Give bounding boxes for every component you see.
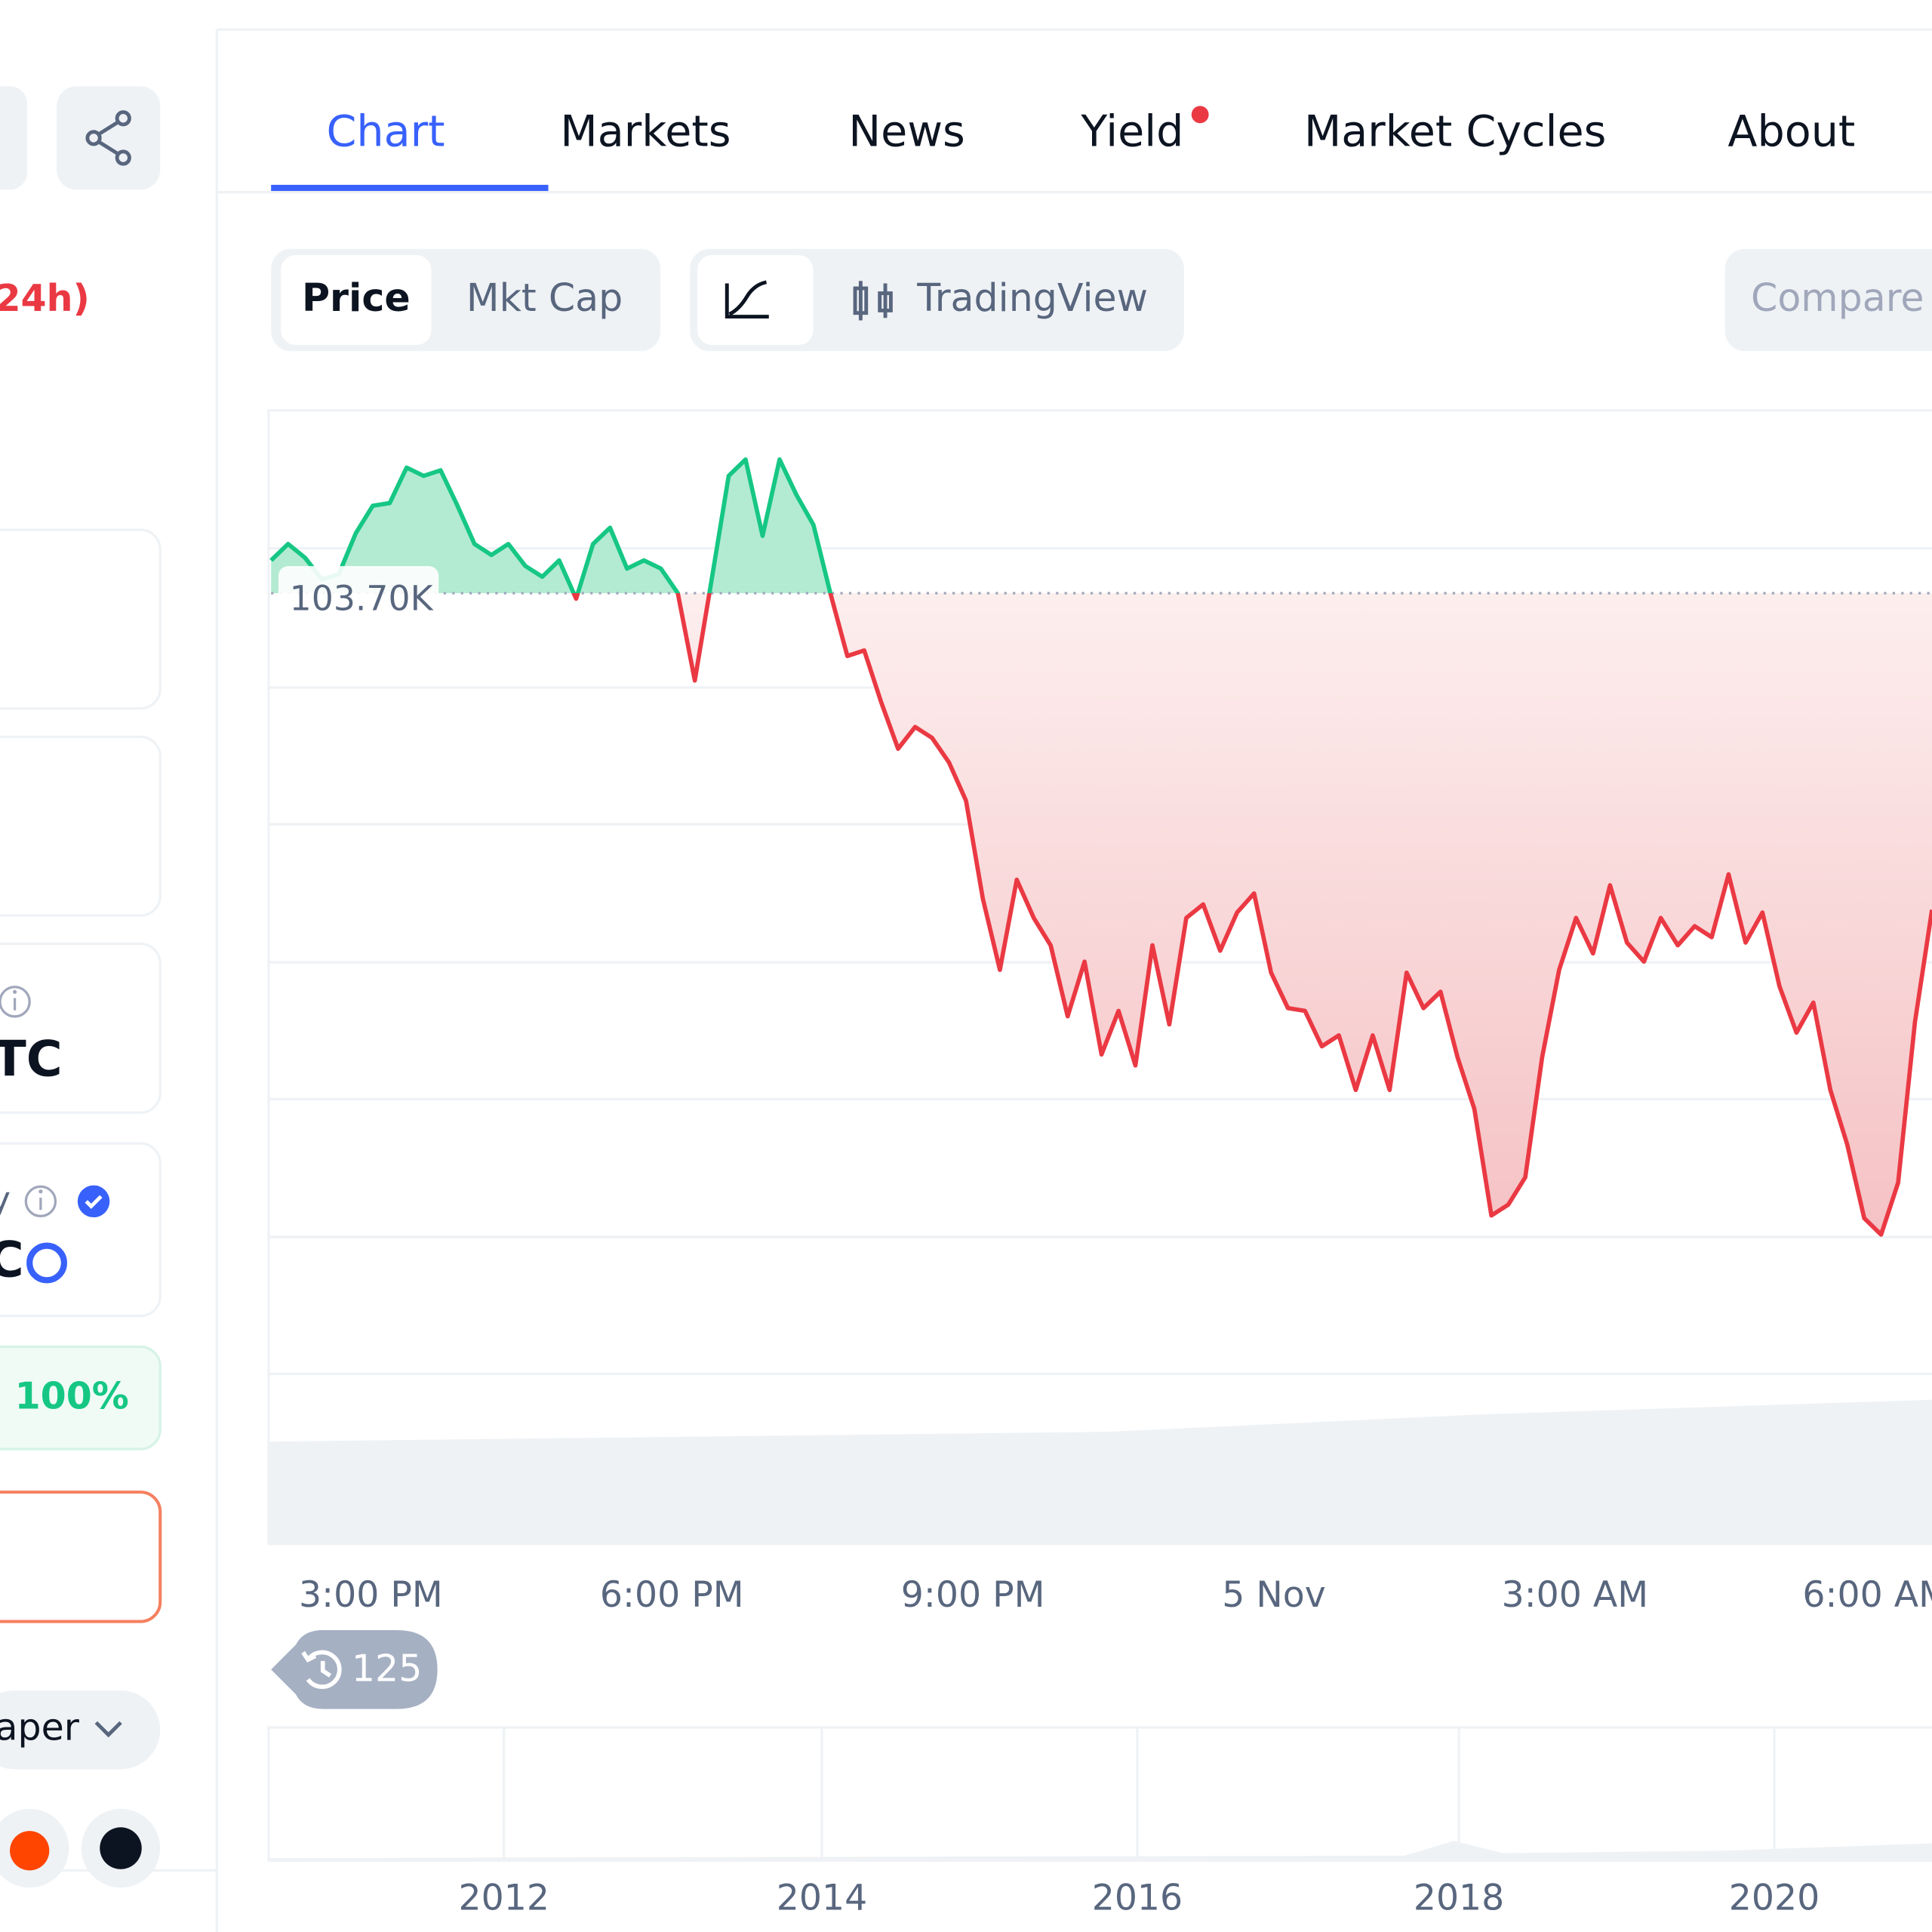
reference-label-bg [278, 566, 439, 618]
overview-year: 2020 [1729, 1878, 1820, 1919]
tab[interactable]: Market Cycles [1304, 107, 1606, 157]
volume-bars [268, 1399, 1932, 1543]
tab[interactable]: About [1727, 107, 1855, 157]
history-count: 125 [352, 1647, 422, 1690]
candle-icon [853, 281, 893, 321]
stat-card [0, 942, 162, 1114]
selected-segment[interactable] [281, 254, 432, 346]
share-button[interactable] [57, 86, 161, 190]
score-card [0, 1345, 162, 1451]
active-tab-indicator [271, 184, 549, 192]
line-chart-icon [724, 280, 769, 319]
info-icon [0, 986, 31, 1018]
whitepaper-label: aper [0, 1706, 80, 1749]
stat-card [0, 735, 162, 917]
price-area [271, 459, 1932, 1235]
grid [268, 546, 1932, 1376]
overview-year: 2014 [777, 1878, 867, 1919]
tab[interactable]: Yield [1080, 107, 1183, 157]
compare-label: Compare [1751, 275, 1924, 320]
mkt-cap-toggle[interactable]: Mkt Cap [466, 275, 623, 320]
plot [269, 457, 1932, 1237]
line-chart-toggle[interactable] [697, 254, 814, 346]
x-axis: 3:00 PM 6:00 PM 9:00 PM 5 Nov 3:00 AM 6:00 AM [299, 1574, 1932, 1616]
x-tick-label: 3:00 PM [299, 1574, 443, 1616]
stat-card [0, 1142, 162, 1318]
tab[interactable]: Chart [327, 107, 445, 157]
x-tick-label: 6:00 AM [1802, 1574, 1932, 1616]
button[interactable] [0, 86, 27, 190]
chevron [94, 1721, 122, 1738]
overview-area [268, 1841, 1932, 1860]
whitepaper-button[interactable] [0, 1690, 161, 1770]
reference-label: 103.70K [290, 578, 434, 618]
history-icon [301, 1650, 342, 1689]
tradingview-toggle[interactable]: TradingView [916, 275, 1148, 320]
compare-button[interactable] [1724, 248, 1932, 352]
stat-value: C [0, 1232, 24, 1289]
overview-year: 2016 [1092, 1878, 1183, 1919]
chart-frame [267, 409, 1932, 1546]
price-toggle[interactable]: Price [302, 275, 411, 320]
score: 100% [15, 1375, 129, 1418]
verified-badge [77, 1185, 110, 1218]
overview-axis: 2012 2014 2016 2018 2020 [459, 1727, 1820, 1919]
github-icon [100, 1827, 142, 1869]
tab[interactable]: News [848, 107, 964, 157]
overview-frame [267, 1726, 1932, 1862]
alert-card[interactable] [0, 1491, 162, 1623]
x-tick-label: 6:00 PM [600, 1574, 744, 1616]
x-tick-label: 5 Nov [1222, 1574, 1326, 1616]
notification-dot [1191, 106, 1209, 124]
share-icon [85, 110, 131, 166]
overview-year: 2018 [1414, 1878, 1504, 1919]
history-badge[interactable] [271, 1630, 438, 1709]
price-line [269, 457, 1932, 1237]
price-change: 24h) [0, 277, 90, 320]
stat-value: TC [0, 1030, 63, 1088]
x-tick-label: 9:00 PM [901, 1574, 1045, 1616]
overview-year: 2012 [459, 1878, 549, 1919]
x-tick-label: 3:00 AM [1502, 1574, 1649, 1616]
tab[interactable]: Markets [560, 107, 731, 157]
info-icon [24, 1185, 57, 1218]
segmented-control [690, 248, 1184, 352]
reddit-icon [10, 1831, 50, 1871]
stat-card [0, 528, 162, 710]
stat-label: y [0, 1179, 11, 1219]
progress-ring [26, 1242, 67, 1284]
